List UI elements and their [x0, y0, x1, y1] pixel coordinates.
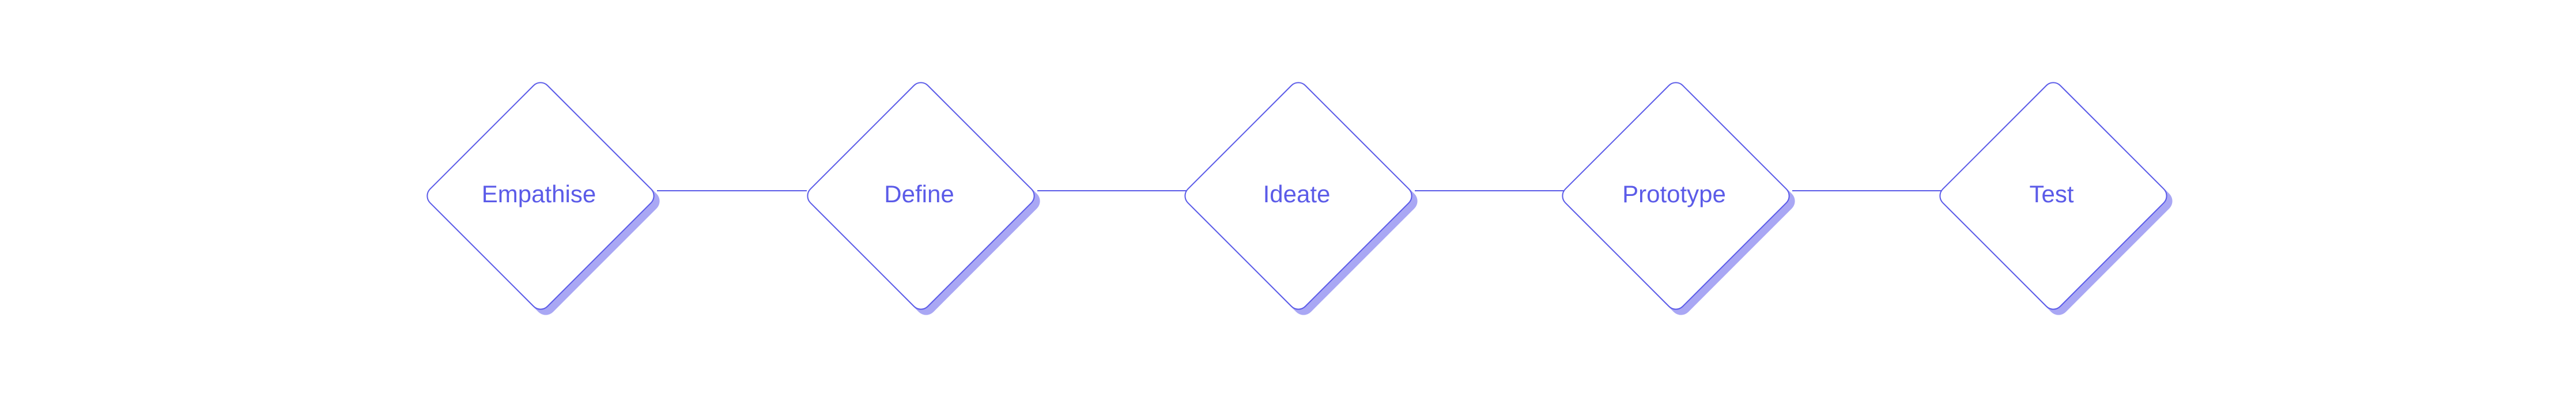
step-label: Test — [2029, 180, 2074, 207]
step-prototype: Prototype — [1553, 73, 1800, 320]
connector-line — [1792, 190, 1942, 191]
connector-line — [1415, 190, 1565, 191]
step-empathise: Empathise — [418, 73, 664, 320]
step-label: Define — [884, 180, 954, 207]
step-label: Ideate — [1263, 180, 1331, 207]
step-define: Define — [798, 73, 1045, 320]
step-label: Prototype — [1622, 180, 1726, 207]
connector-line — [657, 190, 807, 191]
step-ideate: Ideate — [1176, 73, 1422, 320]
connector-line — [1037, 190, 1187, 191]
step-test: Test — [1931, 73, 2177, 320]
step-label: Empathise — [481, 180, 596, 207]
